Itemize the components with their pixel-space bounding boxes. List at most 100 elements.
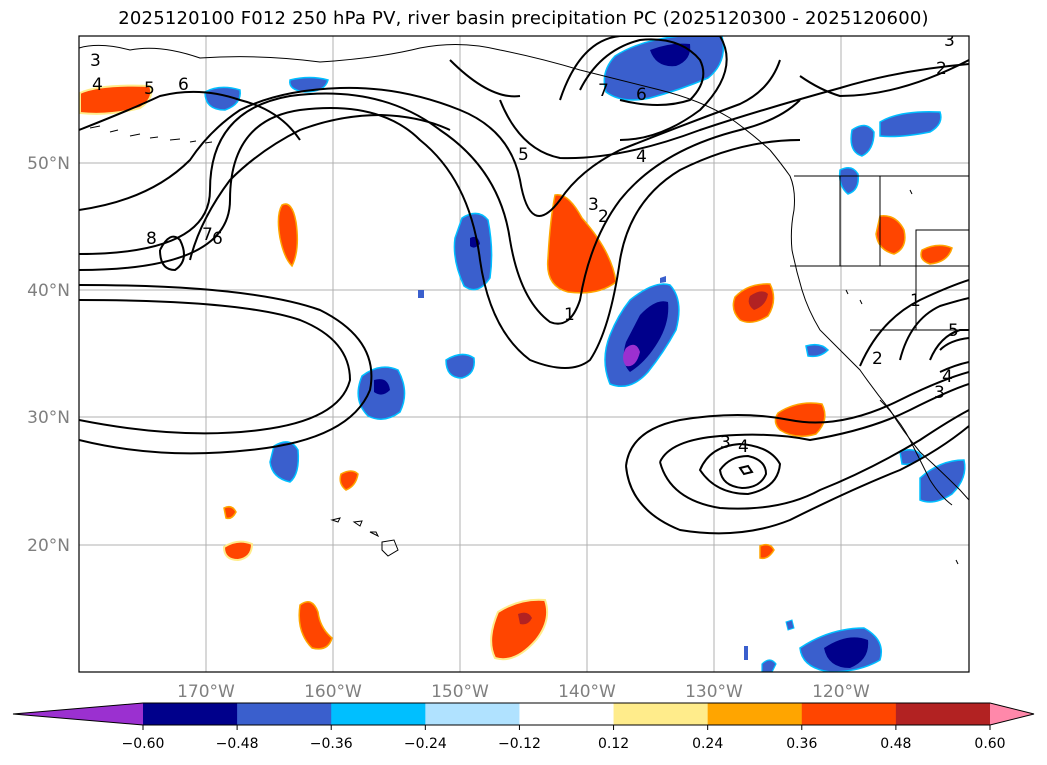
precip-negative-patch	[445, 353, 475, 379]
colorbar-tick-label: 0.36	[786, 736, 817, 752]
colorbar-tick-label: 0.12	[598, 736, 629, 752]
precip-positive-patch-core	[748, 291, 768, 310]
precip-positive-patch	[298, 601, 333, 650]
contour-label: 5	[948, 321, 959, 341]
colorbar-bins	[13, 703, 1034, 725]
precip-positive-patch	[490, 598, 549, 661]
colorbar-bin	[519, 703, 615, 725]
pv-contour-16	[698, 442, 782, 496]
state-border	[790, 176, 969, 331]
precip-negative-patch-center	[623, 344, 640, 367]
lon-label-140w: 140°W	[558, 682, 616, 702]
precip-negative-patch	[919, 459, 966, 503]
pv-contour-22	[939, 337, 969, 373]
contour-label: 4	[738, 437, 749, 457]
precip-negative-patch	[785, 619, 795, 631]
latitude-labels: 50°N 40°N 30°N 20°N	[27, 154, 70, 556]
colorbar-bin	[425, 703, 520, 725]
aleutian-islands	[89, 125, 213, 144]
colorbar-bin	[895, 703, 991, 725]
colorbar-bin	[237, 703, 332, 725]
pv-contour-8	[579, 38, 705, 106]
contour-label: 6	[212, 229, 223, 249]
contour-label: 7	[202, 225, 213, 245]
lat-label-50n: 50°N	[27, 154, 70, 174]
coastlines	[79, 43, 969, 565]
colorbar-bin	[801, 703, 897, 725]
colorbar-extension-max	[990, 703, 1034, 725]
colorbar-tick-label: 0.48	[880, 736, 911, 752]
contour-label: 3	[944, 31, 955, 51]
precip-negative-patch	[269, 441, 300, 483]
colorbar-bin	[331, 703, 426, 725]
precip-negative-patch	[805, 343, 830, 358]
precip-positive-patch	[223, 505, 237, 520]
pv-contour-6	[79, 90, 301, 272]
contour-label: 4	[942, 367, 953, 387]
contour-label: 4	[636, 147, 647, 167]
pv-contour-12	[625, 371, 969, 467]
pv-contour-21	[929, 329, 969, 361]
colorbar-bin	[613, 703, 709, 725]
precip-positive-patch	[339, 470, 359, 491]
pv-contour-14	[659, 383, 969, 463]
precip-negative-patch	[838, 167, 860, 195]
precip-negative-patch	[761, 659, 777, 672]
precip-negative-patch	[418, 290, 424, 298]
pv-contour-7	[189, 113, 451, 261]
pv-contour-15	[659, 409, 969, 510]
pv-contour-10	[499, 63, 969, 160]
contour-label: 2	[598, 207, 609, 227]
precip-positive-patch	[920, 244, 953, 265]
pv-contour-1	[79, 299, 352, 435]
colorbar-extension-min	[13, 703, 143, 725]
precip-positive-patch-core	[518, 612, 532, 625]
contour-label: 5	[518, 145, 529, 165]
colorbar-tick-label: −0.60	[122, 736, 165, 752]
precip-positive-patch	[277, 203, 299, 268]
colorbar-ticks: −0.60 −0.48 −0.36 −0.24 −0.12 0.12 0.24 0.36 0.4…	[122, 725, 1006, 752]
precip-negative-patch-core	[650, 43, 691, 67]
canada-coast	[769, 149, 969, 501]
precip-negative-patch-core	[374, 379, 390, 395]
map-border	[78, 35, 970, 673]
lon-label-120w: 120°W	[812, 682, 870, 702]
pv-contour-17	[718, 454, 768, 490]
pv-contour-3	[79, 107, 801, 369]
colorbar: −0.60 −0.48 −0.36 −0.24 −0.12 0.12 0.24 0.36 0.4…	[12, 702, 1035, 752]
contour-label: 7	[598, 81, 609, 101]
precip-positive-patch	[546, 193, 617, 294]
contour-label: 2	[872, 349, 883, 369]
contour-label: 1	[910, 291, 921, 311]
precip-negative-patch-core	[824, 637, 869, 668]
pv-contour-20	[899, 297, 969, 361]
precip-positive-patch	[774, 402, 826, 437]
longitude-labels: 170°W 160°W 150°W 140°W 130°W 120°W	[177, 682, 870, 702]
lon-label-170w: 170°W	[177, 682, 235, 702]
pv-contour-9	[559, 36, 728, 141]
lon-label-150w: 150°W	[431, 682, 489, 702]
contour-label: 8	[146, 229, 157, 249]
contour-labels: 4 5 6 3 8 7 6 7 6 5 4 3 2 1 1 2 3 4 5 3 …	[90, 31, 959, 457]
contour-label: 3	[90, 51, 101, 71]
contour-label: 3	[588, 195, 599, 215]
contour-label: 1	[564, 305, 575, 325]
map-title: 2025120100 F012 250 hPa PV, river basin …	[118, 8, 929, 29]
contour-label: 6	[636, 85, 647, 105]
colorbar-tick-label: 0.60	[974, 736, 1005, 752]
colorbar-tick-label: 0.24	[692, 736, 723, 752]
hawaii-islands	[330, 517, 399, 557]
contour-label: 3	[934, 383, 945, 403]
pv-contour-5	[79, 59, 781, 217]
contour-label: 6	[178, 75, 189, 95]
lon-label-130w: 130°W	[685, 682, 743, 702]
colorbar-tick-label: −0.48	[216, 736, 259, 752]
pv-contour-11	[449, 59, 969, 98]
contour-label: 2	[936, 59, 947, 79]
colorbar-tick-label: −0.36	[310, 736, 353, 752]
lat-label-20n: 20°N	[27, 536, 70, 556]
colorbar-bin	[707, 703, 803, 725]
pv-contour-18	[738, 464, 754, 476]
contour-label: 3	[720, 433, 731, 453]
